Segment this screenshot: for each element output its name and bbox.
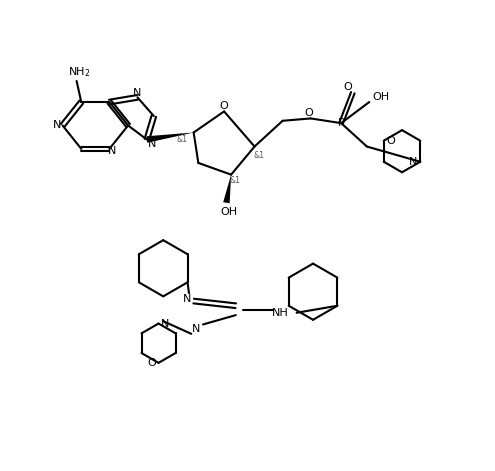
Text: &1: &1: [253, 151, 265, 161]
Text: &1: &1: [176, 135, 188, 144]
Text: N: N: [183, 294, 191, 304]
Text: N: N: [148, 139, 156, 149]
Text: N: N: [53, 121, 61, 130]
Text: P: P: [338, 118, 345, 128]
Polygon shape: [223, 175, 231, 203]
Text: O: O: [147, 358, 156, 368]
Text: N: N: [409, 157, 417, 167]
Text: NH: NH: [272, 308, 289, 318]
Text: N: N: [192, 324, 200, 334]
Text: &1: &1: [229, 176, 241, 185]
Text: O: O: [220, 101, 229, 111]
Text: O: O: [344, 82, 352, 92]
Text: N: N: [107, 146, 116, 156]
Text: O: O: [304, 108, 313, 118]
Polygon shape: [147, 132, 194, 143]
Text: OH: OH: [220, 207, 237, 217]
Text: NH$_2$: NH$_2$: [68, 65, 90, 79]
Text: OH: OH: [372, 92, 390, 102]
Text: N: N: [161, 318, 170, 329]
Text: O: O: [387, 136, 395, 146]
Text: N: N: [133, 88, 142, 97]
